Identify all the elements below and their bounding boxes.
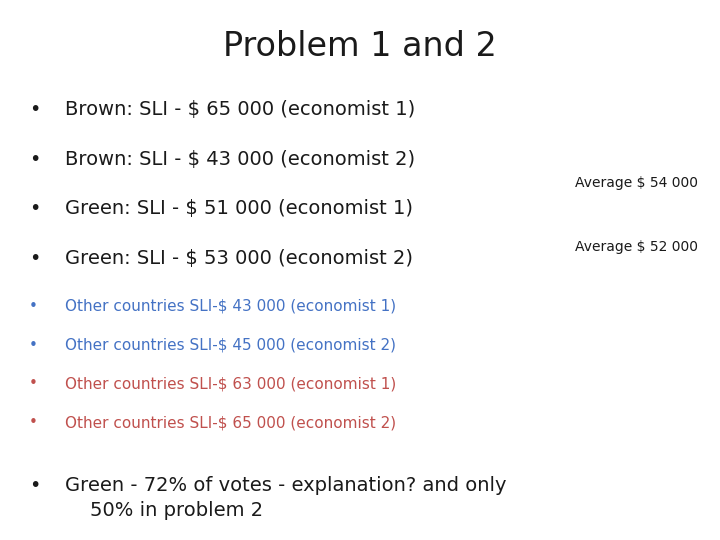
- Text: Brown: SLI - $ 65 000 (economist 1): Brown: SLI - $ 65 000 (economist 1): [65, 100, 415, 119]
- Text: •: •: [29, 338, 37, 353]
- Text: •: •: [29, 376, 37, 392]
- Text: Average $ 54 000: Average $ 54 000: [575, 176, 698, 190]
- Text: Other countries SLI-$ 45 000 (economist 2): Other countries SLI-$ 45 000 (economist …: [65, 338, 396, 353]
- Text: Green: SLI - $ 53 000 (economist 2): Green: SLI - $ 53 000 (economist 2): [65, 249, 413, 268]
- Text: Green: SLI - $ 51 000 (economist 1): Green: SLI - $ 51 000 (economist 1): [65, 199, 413, 218]
- Text: •: •: [29, 249, 40, 268]
- Text: •: •: [29, 100, 40, 119]
- Text: Other countries SLI-$ 63 000 (economist 1): Other countries SLI-$ 63 000 (economist …: [65, 376, 396, 392]
- Text: •: •: [29, 199, 40, 218]
- Text: •: •: [29, 415, 37, 430]
- Text: •: •: [29, 299, 37, 314]
- Text: Average $ 52 000: Average $ 52 000: [575, 240, 698, 254]
- Text: Brown: SLI - $ 43 000 (economist 2): Brown: SLI - $ 43 000 (economist 2): [65, 150, 415, 168]
- Text: •: •: [29, 150, 40, 168]
- Text: Other countries SLI-$ 65 000 (economist 2): Other countries SLI-$ 65 000 (economist …: [65, 415, 396, 430]
- Text: Other countries SLI-$ 43 000 (economist 1): Other countries SLI-$ 43 000 (economist …: [65, 299, 396, 314]
- Text: Green - 72% of votes - explanation? and only
    50% in problem 2: Green - 72% of votes - explanation? and …: [65, 476, 506, 519]
- Text: Problem 1 and 2: Problem 1 and 2: [223, 30, 497, 63]
- Text: •: •: [29, 476, 40, 495]
